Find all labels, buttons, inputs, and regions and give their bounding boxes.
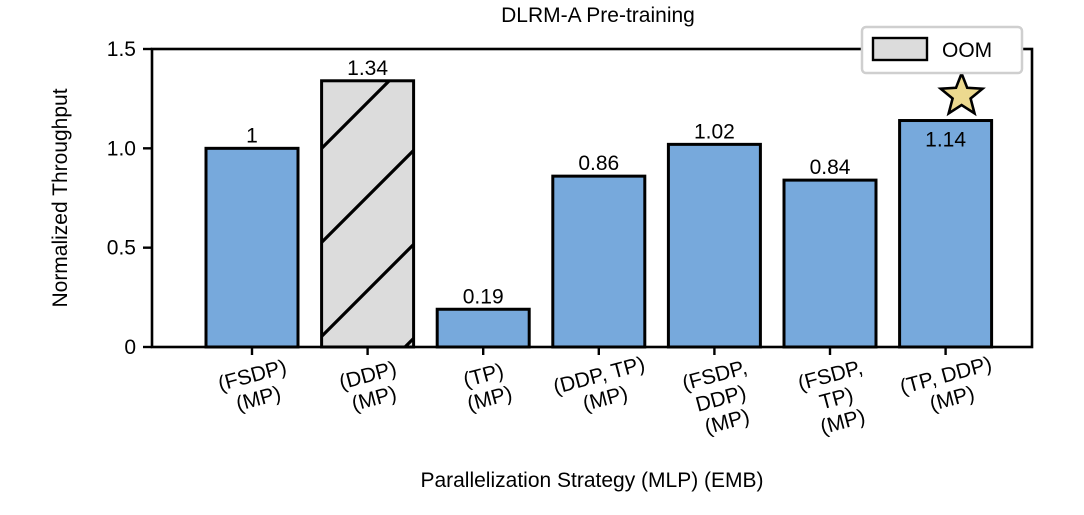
value-label-1: 1.34 xyxy=(347,57,388,80)
y-tick-label-0: 0 xyxy=(124,336,136,359)
y-axis: 0 0.5 1.0 1.5 xyxy=(107,38,152,359)
x-axis: (FSDP)(MP) (DDP)(MP) (TP)(MP) (DDP, TP)(MP)… xyxy=(216,347,1000,442)
x-tick-label-2: (TP)(MP) xyxy=(459,359,515,416)
value-label-4: 1.02 xyxy=(694,120,735,143)
y-tick-label-2: 1.0 xyxy=(107,137,136,160)
x-tick-label-6: (TP, DDP)(MP) xyxy=(897,352,1000,422)
y-tick-label-3: 1.5 xyxy=(107,38,136,61)
value-label-6: 1.14 xyxy=(925,129,966,152)
bar-5 xyxy=(784,180,876,347)
legend: OOM xyxy=(860,25,1024,75)
x-axis-label: Parallelization Strategy (MLP) (EMB) xyxy=(420,469,763,492)
y-tick-label-1: 0.5 xyxy=(107,237,136,260)
bar-4 xyxy=(668,144,761,347)
value-label-3: 0.86 xyxy=(578,152,619,175)
best-star-icon xyxy=(937,69,986,117)
value-labels-group: 1 1.34 0.19 0.86 1.02 0.84 1.14 xyxy=(246,57,966,308)
legend-swatch-oom xyxy=(871,36,929,62)
x-tick-label-5: (FSDP,TP)(MP) xyxy=(795,356,877,442)
value-label-0: 1 xyxy=(246,124,258,147)
bar-hatch-1 xyxy=(321,80,414,347)
x-tick-label-4: (FSDP,DDP)(MP) xyxy=(680,356,762,442)
x-tick-label-1: (DDP)(MP) xyxy=(337,357,406,417)
x-tick-label-3: (DDP, TP)(MP) xyxy=(551,352,654,422)
chart-title: DLRM-A Pre-training xyxy=(501,4,695,27)
y-axis-label: Normalized Throughput xyxy=(49,88,72,307)
bar-2 xyxy=(437,309,530,347)
bar-0 xyxy=(206,148,298,347)
x-tick-label-0: (FSDP)(MP) xyxy=(216,356,296,420)
bars-group xyxy=(204,79,994,349)
legend-label-oom: OOM xyxy=(942,39,992,62)
bar-3 xyxy=(552,176,645,347)
value-label-5: 0.84 xyxy=(810,156,851,179)
bar-6 xyxy=(899,120,992,348)
value-label-2: 0.19 xyxy=(463,285,504,308)
plot-frame xyxy=(150,47,1034,349)
